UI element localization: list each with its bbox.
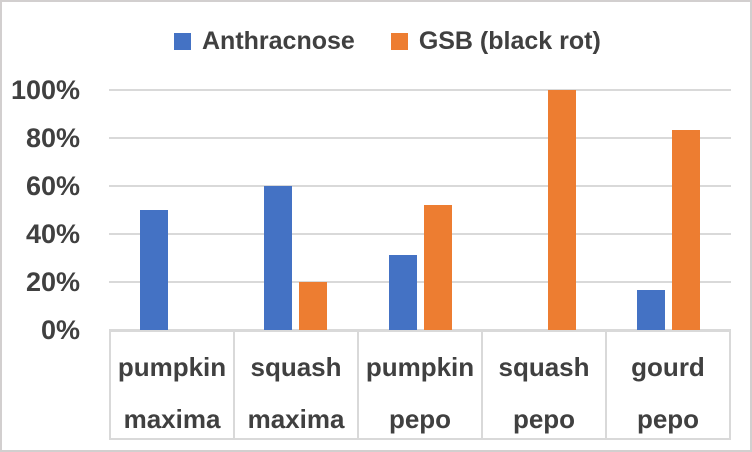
bar-anthracnose [264,186,293,330]
category-axis: pumpkin maxima squash maxima pumpkin pepo squa… [109,330,731,440]
category-label-line2: maxima [247,404,345,434]
y-tick-label: 60% [25,171,80,201]
bar-group [482,90,606,330]
bar-gsb-black-rot [547,90,576,330]
legend-label: GSB (black rot) [418,26,601,55]
category-label-line1: gourd [631,352,705,382]
bar-group [607,90,731,330]
category-label-line1: squash [498,352,590,382]
category-label-line1: pumpkin [365,352,475,382]
bar-gsb-black-rot [423,205,452,330]
y-tick-label: 100% [10,75,80,105]
gridline [109,185,731,187]
y-tick-label: 80% [25,123,80,153]
bar-gsb-black-rot [299,282,328,330]
legend-item: GSB (black rot) [390,26,601,56]
plot-area [109,89,731,331]
gridline [109,281,731,283]
gridline [109,233,731,235]
chart-legend: Anthracnose GSB (black rot) [174,22,601,60]
gridline [109,137,731,139]
bar-gsb-black-rot [672,130,701,330]
category-label-line2: pepo [388,404,452,434]
category-label-line2: maxima [123,404,221,434]
category-cell: pumpkin pepo [357,332,481,438]
category-label-line2: pepo [636,404,700,434]
category-cell: squash maxima [233,332,357,438]
category-label-line1: pumpkin [117,352,227,382]
y-tick-label: 40% [25,219,80,249]
y-tick-label: 20% [25,267,80,297]
bar-anthracnose [637,289,666,330]
y-axis-labels: 0% 20% 40% 60% 80% 100% [2,2,80,450]
legend-swatch-icon [174,32,191,50]
bar-anthracnose [388,254,417,330]
category-cell: squash pepo [481,332,605,438]
bar-group [358,90,482,330]
gridline [109,89,731,91]
legend-swatch-icon [390,32,408,50]
legend-label: Anthracnose [202,26,355,55]
category-label-line1: squash [250,352,342,382]
category-cell: pumpkin maxima [111,332,233,438]
y-tick-label: 0% [40,315,80,345]
bars-layer [109,90,731,330]
bar-anthracnose [139,210,168,330]
bar-group [233,90,357,330]
bar-group [109,90,233,330]
legend-item: Anthracnose [174,27,355,56]
category-label-line2: pepo [512,404,576,434]
category-cell: gourd pepo [605,332,729,438]
